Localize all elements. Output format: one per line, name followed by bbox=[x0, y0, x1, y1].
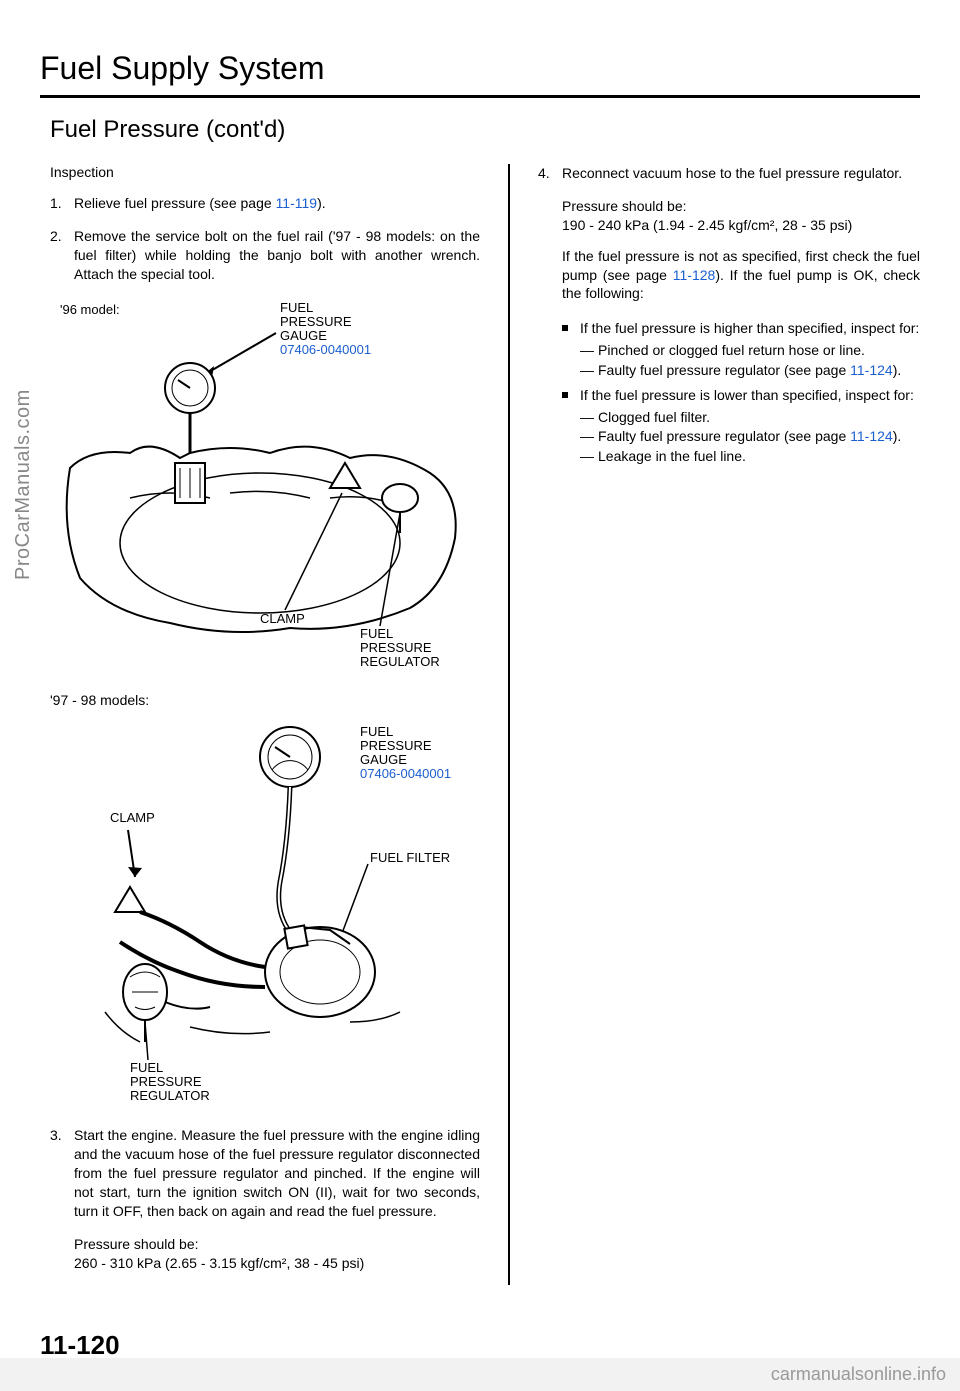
d1-model-label: '96 model: bbox=[60, 302, 120, 317]
page-link-11-119[interactable]: 11-119 bbox=[276, 195, 318, 211]
page-number: 11-120 bbox=[40, 1330, 120, 1361]
d2-clamp-label: CLAMP bbox=[110, 810, 155, 825]
low-dash-list: Clogged fuel filter. Faulty fuel pressur… bbox=[580, 408, 920, 467]
step-1-prefix: Relieve fuel pressure (see page bbox=[74, 195, 276, 211]
step-4-pressure-value: 190 - 240 kPa (1.94 - 2.45 kgf/cm², 28 -… bbox=[562, 216, 920, 235]
column-divider bbox=[508, 164, 510, 1285]
diagram-97-98-svg: FUEL PRESSURE GAUGE 07406-0040001 CLAMP bbox=[50, 712, 480, 1112]
step-3-body: Start the engine. Measure the fuel press… bbox=[74, 1126, 480, 1220]
step-1-body: Relieve fuel pressure (see page 11-119). bbox=[74, 194, 480, 213]
step-3: 3. Start the engine. Measure the fuel pr… bbox=[50, 1126, 480, 1220]
inspection-header: Inspection bbox=[50, 164, 480, 180]
d1-reg-l1: FUEL bbox=[360, 626, 393, 641]
d2-reg-l2: PRESSURE bbox=[130, 1074, 202, 1089]
d1-gauge-part[interactable]: 07406-0040001 bbox=[280, 342, 371, 357]
d1-gauge-l3: GAUGE bbox=[280, 328, 327, 343]
diagram-96: '96 model: FUEL PRESSURE GAUGE 07406-004… bbox=[50, 298, 480, 678]
bullet-list: If the fuel pressure is higher than spec… bbox=[562, 319, 920, 466]
low-item-2: Faulty fuel pressure regulator (see page… bbox=[580, 427, 920, 447]
bullet-high: If the fuel pressure is higher than spec… bbox=[562, 319, 920, 380]
bullet-low-text: If the fuel pressure is lower than speci… bbox=[580, 387, 914, 403]
diagram-97-98: '97 - 98 models: FUEL PRESSURE GAUGE 074… bbox=[50, 692, 480, 1113]
d2-gauge-l2: PRESSURE bbox=[360, 738, 432, 753]
page-link-11-128[interactable]: 11-128 bbox=[673, 267, 716, 283]
step-3-num: 3. bbox=[50, 1126, 74, 1220]
step-1: 1. Relieve fuel pressure (see page 11-11… bbox=[50, 194, 480, 213]
d1-gauge-l1: FUEL bbox=[280, 300, 313, 315]
watermark: ProCarManuals.com bbox=[12, 389, 35, 580]
d2-gauge-l1: FUEL bbox=[360, 724, 393, 739]
check-note: If the fuel pressure is not as specified… bbox=[562, 247, 920, 304]
low-item-1: Clogged fuel filter. bbox=[580, 408, 920, 428]
high-item-2: Faulty fuel pressure regulator (see page… bbox=[580, 361, 920, 381]
right-column: 4. Reconnect vacuum hose to the fuel pre… bbox=[538, 164, 920, 1285]
content-columns: Inspection 1. Relieve fuel pressure (see… bbox=[50, 164, 920, 1285]
main-title: Fuel Supply System bbox=[40, 50, 920, 87]
step-4-num: 4. bbox=[538, 164, 562, 183]
step-3-pressure-value: 260 - 310 kPa (2.65 - 3.15 kgf/cm², 38 -… bbox=[74, 1254, 480, 1273]
high-item-1: Pinched or clogged fuel return hose or l… bbox=[580, 341, 920, 361]
d1-reg-l3: REGULATOR bbox=[360, 654, 440, 669]
steps-left-2: 3. Start the engine. Measure the fuel pr… bbox=[50, 1126, 480, 1220]
d2-reg-l1: FUEL bbox=[130, 1060, 163, 1075]
low-item-3: Leakage in the fuel line. bbox=[580, 447, 920, 467]
step-4-pressure: Pressure should be: 190 - 240 kPa (1.94 … bbox=[562, 197, 920, 235]
step-3-pressure: Pressure should be: 260 - 310 kPa (2.65 … bbox=[74, 1235, 480, 1273]
step-3-pressure-label: Pressure should be: bbox=[74, 1235, 480, 1254]
high-dash-list: Pinched or clogged fuel return hose or l… bbox=[580, 341, 920, 380]
d2-gauge-part[interactable]: 07406-0040001 bbox=[360, 766, 451, 781]
d2-filter-label: FUEL FILTER bbox=[370, 850, 450, 865]
step-2: 2. Remove the service bolt on the fuel r… bbox=[50, 227, 480, 284]
step-2-num: 2. bbox=[50, 227, 74, 284]
high-item-2-suffix: ). bbox=[893, 362, 902, 378]
d2-gauge-l3: GAUGE bbox=[360, 752, 407, 767]
bullet-low: If the fuel pressure is lower than speci… bbox=[562, 386, 920, 466]
step-4-pressure-label: Pressure should be: bbox=[562, 197, 920, 216]
d1-reg-l2: PRESSURE bbox=[360, 640, 432, 655]
bullet-high-text: If the fuel pressure is higher than spec… bbox=[580, 320, 919, 336]
steps-right: 4. Reconnect vacuum hose to the fuel pre… bbox=[538, 164, 920, 183]
low-item-2-prefix: Faulty fuel pressure regulator (see page bbox=[598, 428, 850, 444]
step-1-num: 1. bbox=[50, 194, 74, 213]
d1-clamp-label: CLAMP bbox=[260, 611, 305, 626]
d2-reg-l3: REGULATOR bbox=[130, 1088, 210, 1103]
low-item-2-suffix: ). bbox=[893, 428, 902, 444]
title-rule bbox=[40, 95, 920, 98]
steps-left: 1. Relieve fuel pressure (see page 11-11… bbox=[50, 194, 480, 284]
footer-url: carmanualsonline.info bbox=[0, 1358, 960, 1391]
step-1-suffix: ). bbox=[317, 195, 326, 211]
step-2-body: Remove the service bolt on the fuel rail… bbox=[74, 227, 480, 284]
page-link-11-124a[interactable]: 11-124 bbox=[850, 362, 893, 378]
diagram-96-svg: '96 model: FUEL PRESSURE GAUGE 07406-004… bbox=[50, 298, 480, 678]
step-4-body: Reconnect vacuum hose to the fuel pressu… bbox=[562, 164, 920, 183]
sub-title: Fuel Pressure (cont'd) bbox=[50, 116, 920, 144]
page: ProCarManuals.com Fuel Supply System Fue… bbox=[0, 0, 960, 1391]
left-column: Inspection 1. Relieve fuel pressure (see… bbox=[50, 164, 480, 1285]
d1-gauge-l2: PRESSURE bbox=[280, 314, 352, 329]
high-item-2-prefix: Faulty fuel pressure regulator (see page bbox=[598, 362, 850, 378]
page-link-11-124b[interactable]: 11-124 bbox=[850, 428, 893, 444]
d2-model-label: '97 - 98 models: bbox=[50, 692, 480, 709]
step-4: 4. Reconnect vacuum hose to the fuel pre… bbox=[538, 164, 920, 183]
